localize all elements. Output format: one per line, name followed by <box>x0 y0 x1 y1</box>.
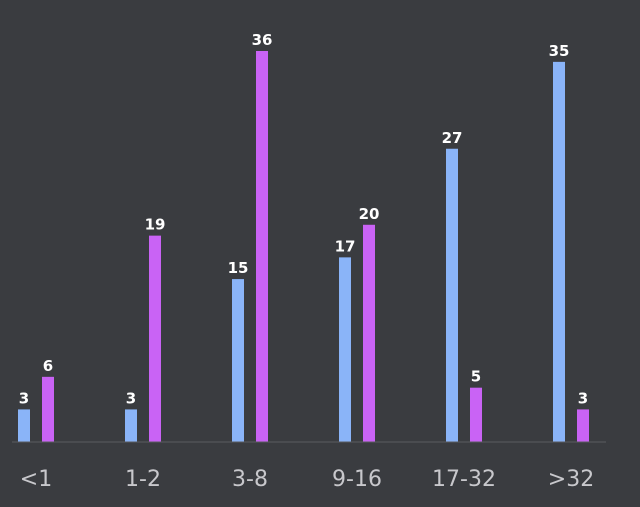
data-label-series2-4: 5 <box>471 368 481 386</box>
x-tick-label-0: <1 <box>20 467 52 492</box>
data-label-series1-4: 27 <box>442 129 463 147</box>
data-label-series1-1: 3 <box>126 389 136 407</box>
x-tick-label-3: 9-16 <box>332 467 382 492</box>
bar-series1-1 <box>125 409 137 442</box>
bar-series2-3 <box>363 224 375 442</box>
bar-series2-0 <box>42 376 54 442</box>
x-tick-label-2: 3-8 <box>232 467 268 492</box>
data-label-series1-5: 35 <box>549 42 570 60</box>
data-label-series2-0: 6 <box>43 357 53 375</box>
x-tick-labels-group: <1 1-2 3-8 9-16 17-32 >32 <box>20 467 594 492</box>
bar-series1-5 <box>553 61 565 442</box>
x-tick-label-1: 1-2 <box>125 467 161 492</box>
bar-series1-3 <box>339 257 351 442</box>
x-tick-label-4: 17-32 <box>432 467 496 492</box>
data-label-series1-3: 17 <box>335 237 356 255</box>
data-label-series2-5: 3 <box>578 389 588 407</box>
bar-series2-5 <box>577 409 589 442</box>
data-label-series2-2: 36 <box>252 31 273 49</box>
bar-series2-4 <box>470 387 482 442</box>
data-label-series1-2: 15 <box>228 259 249 277</box>
bar-series2-2 <box>256 51 268 442</box>
bar-series1-4 <box>446 148 458 442</box>
data-label-series1-0: 3 <box>19 389 29 407</box>
bar-series1-0 <box>18 409 30 442</box>
bar-series2-1 <box>149 235 161 442</box>
bars-group <box>18 51 589 442</box>
bar-series1-2 <box>232 279 244 442</box>
data-label-series2-3: 20 <box>359 205 380 223</box>
x-tick-label-5: >32 <box>548 467 594 492</box>
data-label-series2-1: 19 <box>145 216 166 234</box>
